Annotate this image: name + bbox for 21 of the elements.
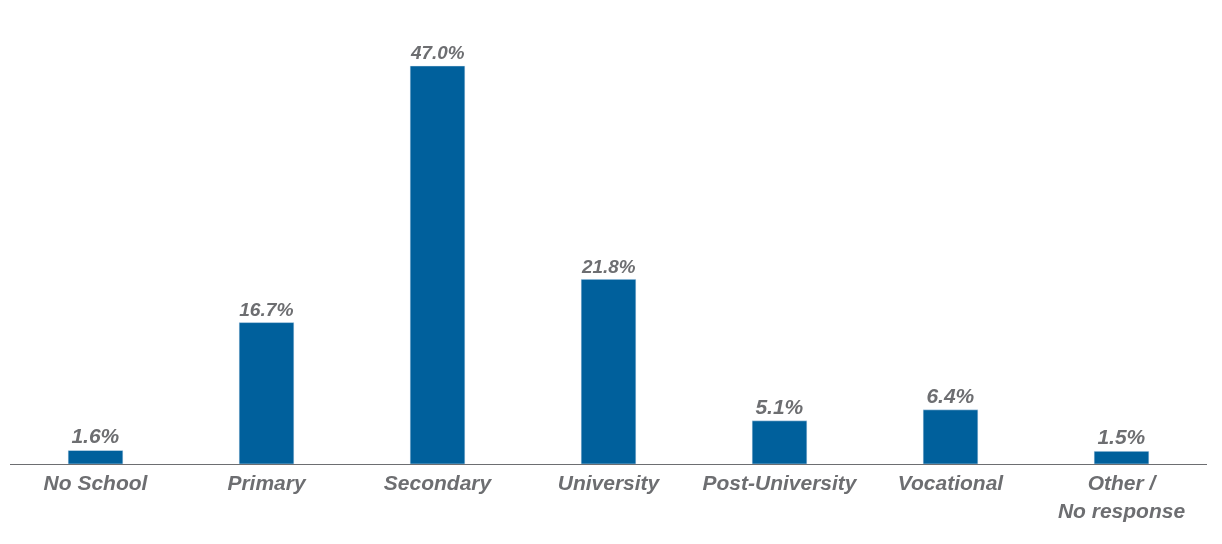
x-tick-label: Post-University — [702, 471, 858, 495]
data-label: 6.4% — [926, 383, 975, 407]
data-label: 47.0% — [410, 42, 465, 64]
bar — [409, 65, 466, 464]
x-tick-label: Primary — [227, 471, 307, 495]
data-label: 16.7% — [239, 298, 294, 320]
bar — [922, 409, 979, 464]
bar — [751, 420, 808, 464]
x-tick-label: Other / No response — [1057, 471, 1186, 522]
bar — [238, 322, 295, 464]
bar — [1093, 451, 1150, 464]
bar — [580, 279, 637, 464]
x-tick-label: No School — [43, 471, 149, 495]
bar — [67, 450, 124, 464]
x-tick-label: Secondary — [383, 471, 493, 495]
x-tick-label: Vocational — [897, 471, 1005, 495]
data-label: 21.8% — [581, 255, 636, 277]
data-label: 5.1% — [755, 394, 804, 418]
x-tick-label: University — [557, 471, 661, 495]
data-label: 1.6% — [71, 424, 120, 448]
data-label: 1.5% — [1097, 425, 1146, 449]
